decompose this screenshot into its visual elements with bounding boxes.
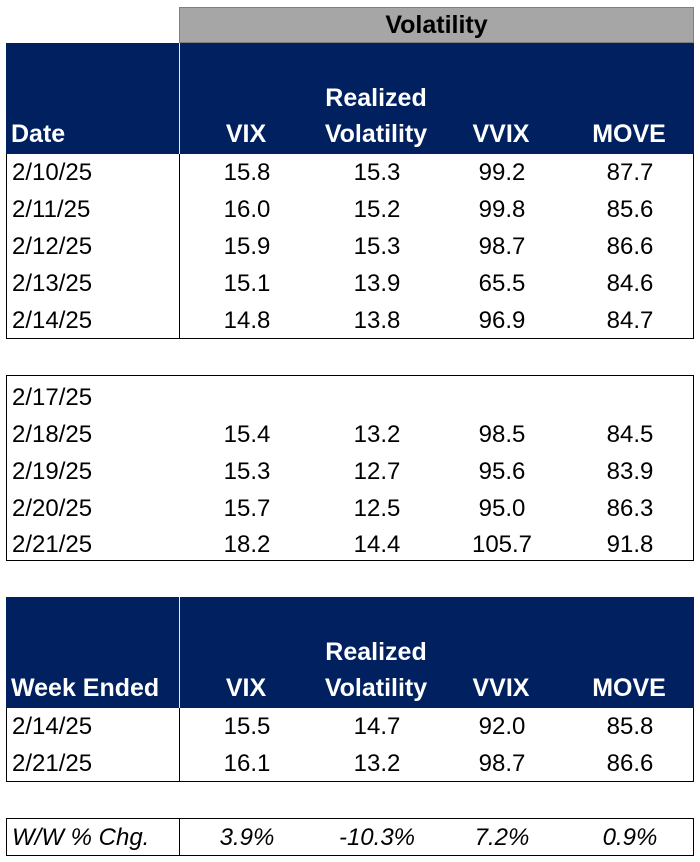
row-realized: 13.8 bbox=[353, 307, 401, 334]
row-vix: 18.2 bbox=[223, 531, 271, 558]
table-row: 2/19/25 15.3 12.7 95.6 83.9 bbox=[7, 453, 693, 490]
table-row: 2/13/25 15.1 13.9 65.5 84.6 bbox=[7, 265, 693, 302]
row-date: 2/13/25 bbox=[12, 270, 93, 297]
row-vvix: 105.7 bbox=[471, 531, 533, 558]
row-realized: 14.7 bbox=[353, 713, 401, 740]
table-row: 2/17/25 bbox=[7, 379, 693, 416]
row-vvix: 92.0 bbox=[478, 713, 526, 740]
row-move: 86.3 bbox=[606, 495, 654, 522]
row-date: 2/12/25 bbox=[12, 233, 93, 260]
column-divider bbox=[179, 708, 180, 781]
row-vix: 15.7 bbox=[223, 495, 271, 522]
row-date: 2/20/25 bbox=[12, 495, 93, 522]
row-vvix: 65.5 bbox=[478, 270, 526, 297]
header-realized-2: Volatility bbox=[324, 674, 428, 702]
row-realized: 15.3 bbox=[353, 233, 401, 260]
row-vix: 16.0 bbox=[223, 196, 271, 223]
week1-table: 2/10/25 15.8 15.3 99.2 87.7 2/11/25 16.0… bbox=[6, 154, 694, 339]
row-date: 2/14/25 bbox=[12, 713, 93, 740]
row-move: 85.6 bbox=[606, 196, 654, 223]
row-move: 85.8 bbox=[606, 713, 654, 740]
row-vvix: 99.2 bbox=[478, 159, 526, 186]
row-vvix: 95.0 bbox=[478, 495, 526, 522]
header-realized-1: Realized bbox=[325, 84, 427, 112]
section-banner: Volatility bbox=[179, 7, 694, 43]
header-vix: VIX bbox=[225, 674, 267, 702]
row-move: 84.6 bbox=[606, 270, 654, 297]
table-row: 2/21/25 16.1 13.2 98.7 86.6 bbox=[7, 745, 693, 782]
row-date: 2/21/25 bbox=[12, 750, 93, 777]
header-realized-1: Realized bbox=[325, 638, 427, 666]
change-vvix: 7.2% bbox=[474, 824, 530, 851]
table-row: 2/12/25 15.9 15.3 98.7 86.6 bbox=[7, 228, 693, 265]
row-vvix: 96.9 bbox=[478, 307, 526, 334]
header-realized-2: Volatility bbox=[324, 120, 428, 148]
row-move: 84.5 bbox=[606, 421, 654, 448]
column-divider bbox=[179, 154, 180, 338]
weekly-table: 2/14/25 15.5 14.7 92.0 85.8 2/21/25 16.1… bbox=[6, 708, 694, 782]
header-vix: VIX bbox=[225, 120, 267, 148]
row-vix: 15.3 bbox=[223, 458, 271, 485]
change-realized: -10.3% bbox=[338, 824, 416, 851]
row-vix: 15.5 bbox=[223, 713, 271, 740]
change-table: W/W % Chg. 3.9% -10.3% 7.2% 0.9% bbox=[6, 818, 694, 856]
row-move: 83.9 bbox=[606, 458, 654, 485]
row-vix: 15.4 bbox=[223, 421, 271, 448]
header-move: MOVE bbox=[592, 674, 666, 702]
change-label: W/W % Chg. bbox=[12, 824, 150, 851]
row-vvix: 95.6 bbox=[478, 458, 526, 485]
row-date: 2/19/25 bbox=[12, 458, 93, 485]
change-move: 0.9% bbox=[602, 824, 658, 851]
header-week-ended: Week Ended bbox=[11, 674, 160, 702]
row-date: 2/10/25 bbox=[12, 159, 93, 186]
table-row: 2/10/25 15.8 15.3 99.2 87.7 bbox=[7, 154, 693, 191]
row-realized: 12.5 bbox=[353, 495, 401, 522]
table-row: 2/11/25 16.0 15.2 99.8 85.6 bbox=[7, 191, 693, 228]
row-realized: 13.2 bbox=[353, 421, 401, 448]
table-row: 2/14/25 15.5 14.7 92.0 85.8 bbox=[7, 708, 693, 745]
table-row: 2/18/25 15.4 13.2 98.5 84.5 bbox=[7, 416, 693, 453]
row-vvix: 99.8 bbox=[478, 196, 526, 223]
row-move: 86.6 bbox=[606, 233, 654, 260]
row-vix: 14.8 bbox=[223, 307, 271, 334]
row-realized: 14.4 bbox=[353, 531, 401, 558]
row-vix: 15.8 bbox=[223, 159, 271, 186]
row-move: 87.7 bbox=[606, 159, 654, 186]
row-vix: 15.1 bbox=[223, 270, 271, 297]
row-realized: 15.3 bbox=[353, 159, 401, 186]
row-realized: 15.2 bbox=[353, 196, 401, 223]
table-row: 2/20/25 15.7 12.5 95.0 86.3 bbox=[7, 490, 693, 527]
header-vvix: VVIX bbox=[472, 674, 530, 702]
row-date: 2/11/25 bbox=[12, 196, 91, 223]
daily-table-header: Date VIX Realized Volatility VVIX MOVE bbox=[6, 43, 694, 154]
row-vvix: 98.7 bbox=[478, 233, 526, 260]
row-date: 2/18/25 bbox=[12, 421, 93, 448]
header-date: Date bbox=[11, 120, 66, 148]
row-vix: 16.1 bbox=[223, 750, 271, 777]
row-date: 2/21/25 bbox=[12, 531, 93, 558]
row-move: 84.7 bbox=[606, 307, 654, 334]
change-vix: 3.9% bbox=[219, 824, 275, 851]
week2-table: 2/17/25 2/18/25 15.4 13.2 98.5 84.5 2/19… bbox=[6, 375, 694, 561]
table-row: 2/14/25 14.8 13.8 96.9 84.7 bbox=[7, 302, 693, 339]
header-divider bbox=[179, 597, 180, 708]
table-row: 2/21/25 18.2 14.4 105.7 91.8 bbox=[7, 526, 693, 563]
row-move: 86.6 bbox=[606, 750, 654, 777]
weekly-table-header: Week Ended VIX Realized Volatility VVIX … bbox=[6, 597, 694, 708]
row-vvix: 98.5 bbox=[478, 421, 526, 448]
row-move: 91.8 bbox=[606, 531, 654, 558]
row-vix: 15.9 bbox=[223, 233, 271, 260]
row-realized: 13.2 bbox=[353, 750, 401, 777]
row-vvix: 98.7 bbox=[478, 750, 526, 777]
row-date: 2/14/25 bbox=[12, 307, 93, 334]
column-divider bbox=[179, 819, 180, 855]
row-realized: 13.9 bbox=[353, 270, 401, 297]
header-divider bbox=[179, 43, 180, 154]
header-move: MOVE bbox=[592, 120, 666, 148]
row-realized: 12.7 bbox=[353, 458, 401, 485]
row-date: 2/17/25 bbox=[12, 384, 93, 411]
header-vvix: VVIX bbox=[472, 120, 530, 148]
change-row: W/W % Chg. 3.9% -10.3% 7.2% 0.9% bbox=[7, 819, 693, 856]
